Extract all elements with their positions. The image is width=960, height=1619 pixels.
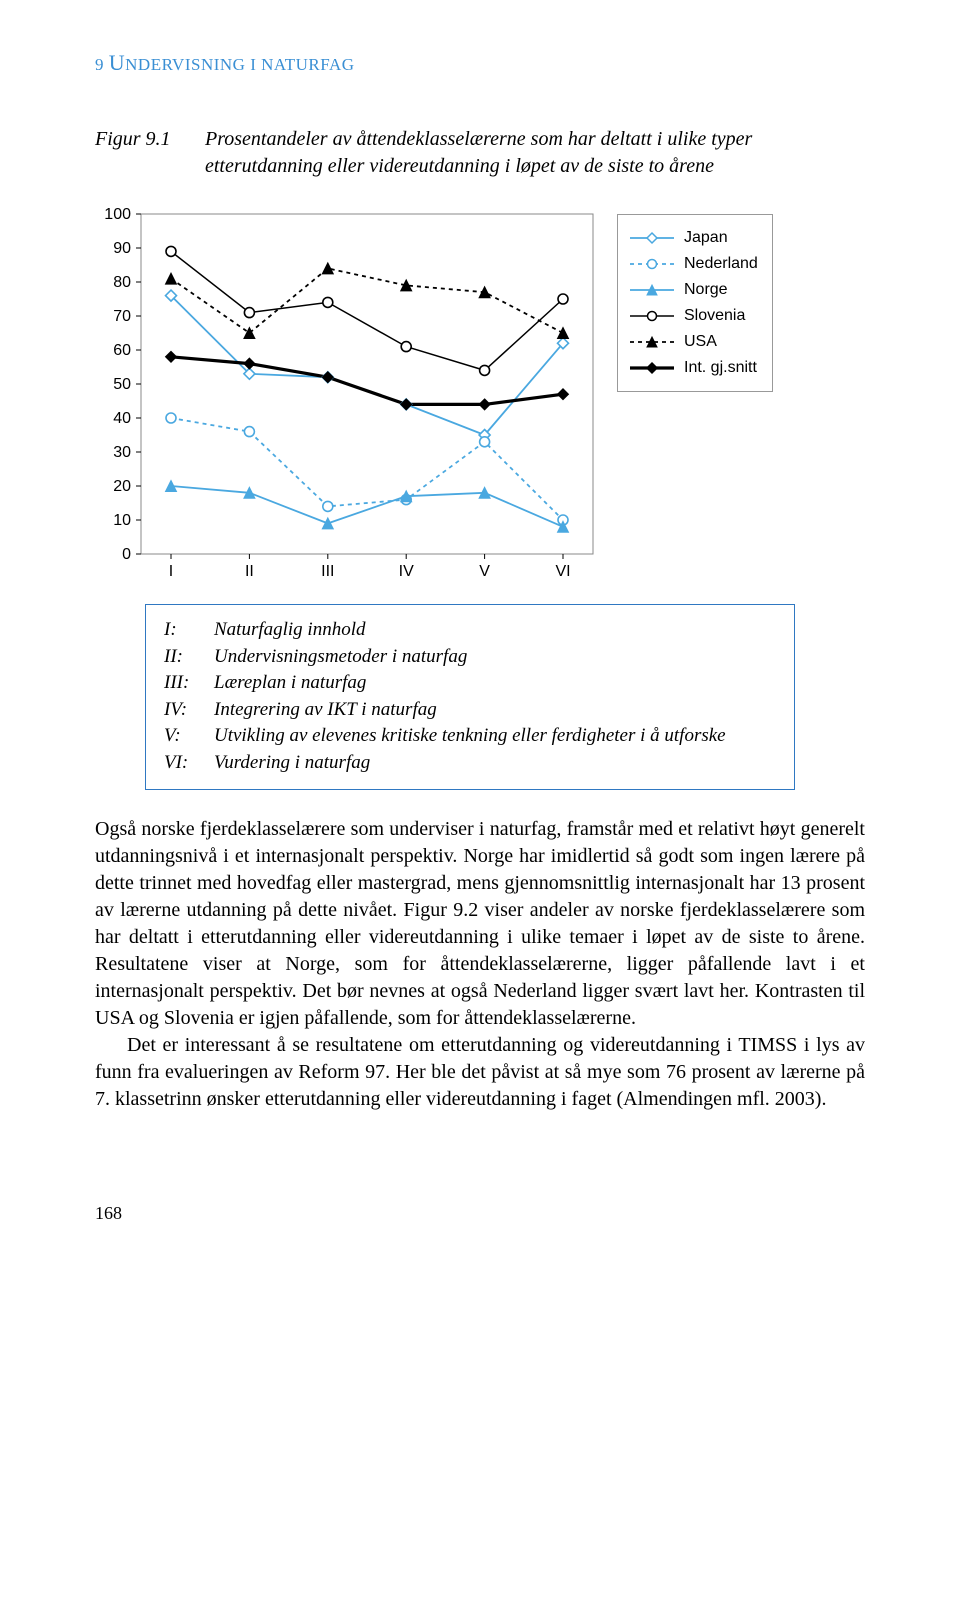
legend-label: USA bbox=[684, 333, 717, 351]
legend-item: Int. gj.snitt bbox=[628, 355, 758, 381]
key-row: I:Naturfaglig innhold bbox=[164, 617, 776, 644]
svg-text:V: V bbox=[479, 563, 490, 580]
svg-text:60: 60 bbox=[113, 342, 131, 359]
svg-text:IV: IV bbox=[399, 563, 414, 580]
key-desc: Vurdering i naturfag bbox=[214, 750, 370, 777]
key-desc: Naturfaglig innhold bbox=[214, 617, 366, 644]
page-number: 168 bbox=[95, 1203, 865, 1224]
legend-item: Norge bbox=[628, 277, 758, 303]
key-roman: I: bbox=[164, 617, 214, 644]
key-row: IV:Integrering av IKT i naturfag bbox=[164, 697, 776, 724]
key-desc: Undervisningsmetoder i naturfag bbox=[214, 644, 467, 671]
svg-text:30: 30 bbox=[113, 444, 131, 461]
legend-label: Japan bbox=[684, 229, 728, 247]
svg-text:III: III bbox=[321, 563, 334, 580]
svg-text:70: 70 bbox=[113, 308, 131, 325]
figure-text: Prosentandeler av åttendeklasselærerne s… bbox=[205, 126, 865, 180]
line-chart: 0102030405060708090100IIIIIIIVVVI bbox=[95, 204, 605, 584]
figure-label: Figur 9.1 bbox=[95, 126, 205, 180]
svg-text:40: 40 bbox=[113, 410, 131, 427]
key-row: III:Læreplan i naturfag bbox=[164, 670, 776, 697]
legend-label: Norge bbox=[684, 281, 728, 299]
legend-item: USA bbox=[628, 329, 758, 355]
legend-label: Nederland bbox=[684, 255, 758, 273]
key-row: II:Undervisningsmetoder i naturfag bbox=[164, 644, 776, 671]
key-roman: V: bbox=[164, 723, 214, 750]
legend-item: Slovenia bbox=[628, 303, 758, 329]
svg-text:80: 80 bbox=[113, 274, 131, 291]
svg-text:90: 90 bbox=[113, 240, 131, 257]
key-roman: VI: bbox=[164, 750, 214, 777]
legend-item: Nederland bbox=[628, 251, 758, 277]
svg-text:VI: VI bbox=[555, 563, 570, 580]
key-desc: Læreplan i naturfag bbox=[214, 670, 366, 697]
body-paragraph-1: Også norske fjerdeklasselærere som under… bbox=[95, 816, 865, 1032]
chapter-prefix: 9 bbox=[95, 55, 109, 74]
legend-label: Int. gj.snitt bbox=[684, 359, 757, 377]
key-desc: Integrering av IKT i naturfag bbox=[214, 697, 437, 724]
key-box: I:Naturfaglig innholdII:Undervisningsmet… bbox=[145, 604, 795, 790]
key-roman: II: bbox=[164, 644, 214, 671]
figure-caption: Figur 9.1 Prosentandeler av åttendeklass… bbox=[95, 126, 865, 180]
svg-text:100: 100 bbox=[104, 206, 131, 223]
svg-text:0: 0 bbox=[122, 546, 131, 563]
key-row: VI:Vurdering i naturfag bbox=[164, 750, 776, 777]
chart-legend: Japan Nederland Norge Slovenia USA Int. gj.sn… bbox=[617, 214, 773, 392]
legend-item: Japan bbox=[628, 225, 758, 251]
svg-text:50: 50 bbox=[113, 376, 131, 393]
legend-label: Slovenia bbox=[684, 307, 745, 325]
chart-container: 0102030405060708090100IIIIIIIVVVI JapanN… bbox=[95, 204, 865, 584]
header-cap: U bbox=[109, 50, 125, 75]
svg-text:20: 20 bbox=[113, 478, 131, 495]
body-paragraph-2: Det er interessant å se resultatene om e… bbox=[95, 1032, 865, 1113]
svg-text:10: 10 bbox=[113, 512, 131, 529]
key-roman: III: bbox=[164, 670, 214, 697]
svg-text:I: I bbox=[169, 563, 173, 580]
running-header: 9 UNDERVISNING I NATURFAG bbox=[95, 50, 865, 76]
svg-text:II: II bbox=[245, 563, 254, 580]
key-roman: IV: bbox=[164, 697, 214, 724]
header-rest: NDERVISNING I NATURFAG bbox=[125, 55, 354, 74]
key-desc: Utvikling av elevenes kritiske tenkning … bbox=[214, 723, 726, 750]
key-row: V:Utvikling av elevenes kritiske tenknin… bbox=[164, 723, 776, 750]
